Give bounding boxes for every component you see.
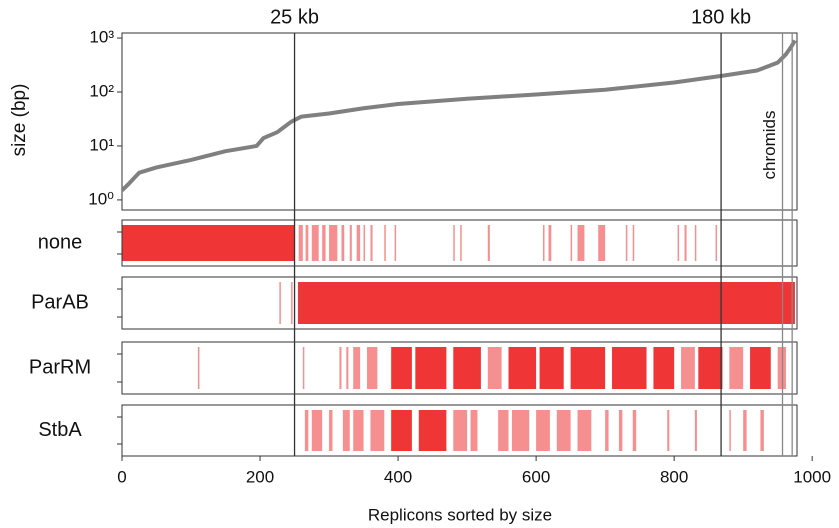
presence-span xyxy=(508,347,537,389)
presence-span xyxy=(548,225,552,261)
presence-span xyxy=(612,347,647,389)
presence-span xyxy=(453,225,455,261)
presence-span xyxy=(694,225,697,261)
presence-span xyxy=(470,410,478,451)
presence-span xyxy=(715,225,718,261)
track-label: ParAB xyxy=(31,291,89,313)
threshold-label: 25 kb xyxy=(270,6,319,28)
presence-span xyxy=(297,282,795,324)
x-tick-label: 400 xyxy=(384,467,412,486)
presence-span xyxy=(322,225,326,261)
x-tick-label: 800 xyxy=(660,467,688,486)
presence-span xyxy=(339,347,342,389)
presence-span xyxy=(384,225,386,261)
presence-span xyxy=(311,225,319,261)
presence-span xyxy=(750,347,771,389)
presence-span xyxy=(329,410,333,451)
presence-span xyxy=(353,347,361,389)
presence-span xyxy=(279,282,281,324)
presence-span xyxy=(460,225,462,261)
x-tick-label: 200 xyxy=(246,467,274,486)
track-frame xyxy=(121,404,798,457)
x-tick-label: 0 xyxy=(117,467,126,486)
track-frame xyxy=(121,276,798,330)
presence-span xyxy=(777,347,786,389)
y-tick-label: 10³ xyxy=(89,28,114,47)
presence-span xyxy=(681,347,695,389)
size-curve xyxy=(120,39,797,192)
chromids-label: chromids xyxy=(760,111,779,180)
track-label: ParRM xyxy=(29,356,91,378)
presence-span xyxy=(698,347,723,389)
presence-span xyxy=(363,225,366,261)
y-tick-label: 10¹ xyxy=(89,135,114,154)
presence-span xyxy=(487,347,502,389)
presence-span xyxy=(543,225,545,261)
presence-span xyxy=(391,347,412,389)
presence-span xyxy=(539,347,564,389)
presence-span xyxy=(487,225,490,261)
presence-span xyxy=(694,410,697,451)
presence-span xyxy=(349,225,352,261)
presence-span xyxy=(415,347,447,389)
plot-frame xyxy=(121,32,798,211)
presence-span xyxy=(556,410,571,451)
track-frame xyxy=(121,341,798,395)
presence-span xyxy=(605,410,609,451)
presence-span xyxy=(498,410,509,451)
threshold-label: 180 kb xyxy=(691,6,751,28)
presence-span xyxy=(577,225,585,261)
presence-span xyxy=(511,410,530,451)
presence-span xyxy=(305,225,309,261)
presence-span xyxy=(418,410,447,451)
presence-span xyxy=(122,225,295,261)
presence-span xyxy=(304,410,309,451)
track-label: none xyxy=(38,231,83,253)
presence-span xyxy=(302,347,305,389)
presence-span xyxy=(577,410,592,451)
presence-span xyxy=(618,410,623,451)
presence-span xyxy=(598,225,606,261)
presence-span xyxy=(367,347,378,389)
presence-span xyxy=(625,225,628,261)
presence-span xyxy=(684,225,687,261)
presence-span xyxy=(311,410,323,451)
presence-span xyxy=(370,225,373,261)
presence-span xyxy=(453,347,481,389)
presence-span xyxy=(653,347,675,389)
track-frame xyxy=(121,219,798,267)
presence-span xyxy=(453,410,468,451)
presence-span xyxy=(353,410,364,451)
x-tick-label: 1000 xyxy=(793,467,831,486)
presence-span xyxy=(570,225,573,261)
presence-span xyxy=(729,410,731,451)
presence-span xyxy=(370,410,385,451)
y-axis-label: size (bp) xyxy=(9,84,30,157)
presence-span xyxy=(342,410,350,451)
presence-span xyxy=(632,410,637,451)
y-tick-label: 10² xyxy=(89,81,114,100)
presence-span xyxy=(536,410,550,451)
presence-span xyxy=(394,225,397,261)
presence-span xyxy=(729,347,744,389)
presence-span xyxy=(298,225,303,261)
x-tick-label: 600 xyxy=(522,467,550,486)
presence-span xyxy=(667,410,670,451)
presence-span xyxy=(677,225,680,261)
presence-span xyxy=(346,347,349,389)
presence-span xyxy=(329,225,338,261)
presence-span xyxy=(291,282,293,324)
x-axis-label: Replicons sorted by size xyxy=(368,505,552,524)
presence-span xyxy=(760,410,764,451)
presence-span xyxy=(341,225,345,261)
y-tick-label: 10⁰ xyxy=(88,189,114,208)
presence-span xyxy=(391,410,412,451)
track-label: StbA xyxy=(38,419,82,441)
presence-span xyxy=(570,347,606,389)
presence-span xyxy=(632,225,635,261)
presence-span xyxy=(197,347,200,389)
presence-span xyxy=(356,225,361,261)
presence-span xyxy=(743,410,747,451)
